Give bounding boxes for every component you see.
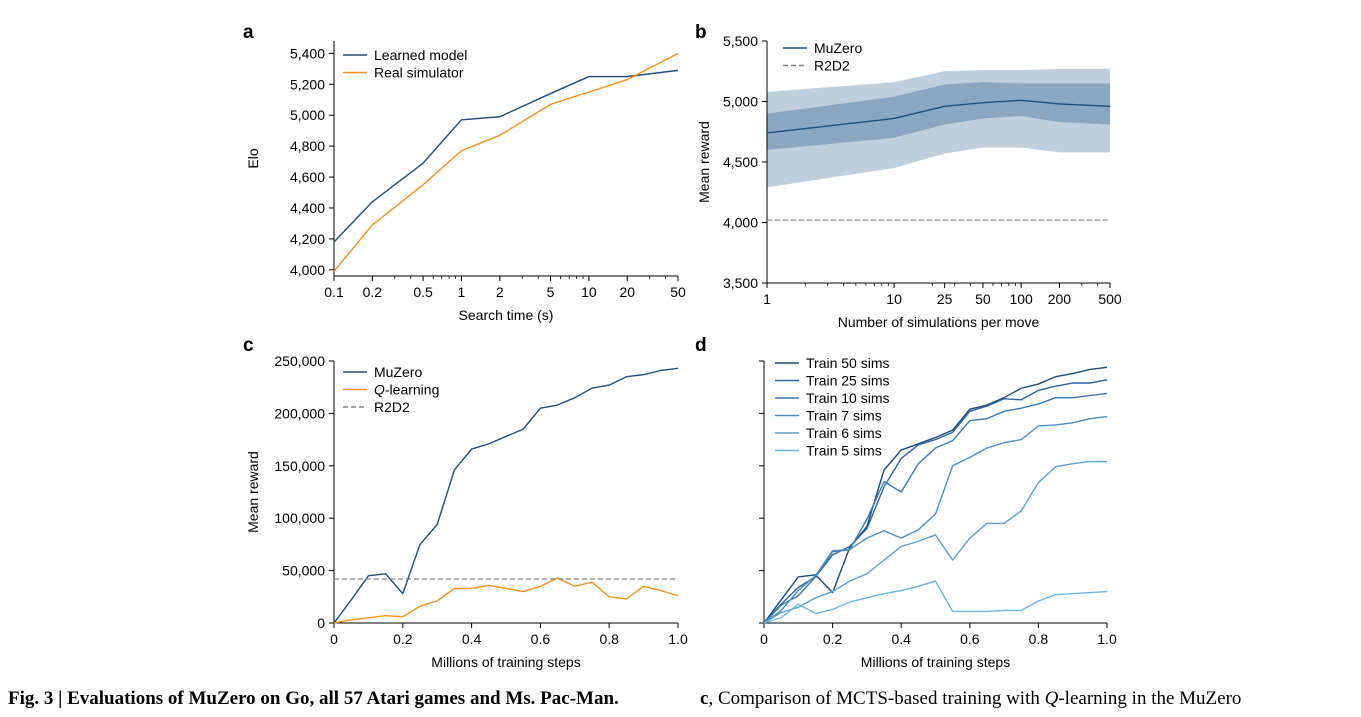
x-tick-label: 0.4 [891,631,911,647]
x-tick-label: 50 [670,284,686,300]
legend-label: MuZero [814,40,862,56]
legend-label: Train 5 sims [806,443,882,459]
x-axis-label-b: Number of simulations per move [838,314,1040,330]
x-axis-label-c: Millions of training steps [431,654,580,670]
legend-label: MuZero [374,364,422,380]
y-tick-label: 4,000 [290,262,325,278]
panel-a: a 0.1 0.2 0.5 1 2 5 10 20 50 4,000 4,200 4,400 4,600 4… [243,22,686,323]
y-tick-label: 4,800 [290,138,325,154]
y-tick-label: 4,000 [723,215,758,231]
y-tick-label: 50,000 [282,563,325,579]
x-tick-label: 200 [1048,291,1072,307]
y-tick-label: 250,000 [274,353,325,369]
x-axis-label-d: Millions of training steps [861,654,1010,670]
series-line-d-0 [763,366,1108,624]
band-inner [767,82,1110,150]
x-tick-label: 1 [458,284,466,300]
x-tick-label: 0.2 [363,284,383,300]
legend-label: Train 10 sims [806,390,890,406]
x-axis-label-a: Search time (s) [459,307,554,323]
caption-left-text: Fig. 3 | Evaluations of MuZero on Go, al… [8,688,619,709]
x-tick-label: 2 [496,284,504,300]
y-tick-label: 3,500 [723,275,758,291]
x-tick-label: 20 [619,284,635,300]
x-tick-label: 25 [937,291,953,307]
series-line-a-1 [333,52,679,272]
y-tick-label: 5,500 [723,33,758,49]
legend-label: Real simulator [374,65,464,81]
y-tick-label: 5,000 [723,94,758,110]
series-line-d-5 [763,580,1108,624]
x-tick-label: 0.4 [462,631,482,647]
y-axis-label-a: Elo [245,148,261,168]
y-tick-label: 5,200 [290,76,325,92]
legend-label: R2D2 [374,399,410,415]
y-tick-label: 0 [317,615,325,631]
caption-right-q: Q [1044,688,1059,709]
x-tick-label: 1.0 [668,631,688,647]
x-tick-label: 0.8 [599,631,619,647]
x-tick-label: 0.6 [531,631,551,647]
legend-label: Learned model [374,47,467,63]
caption-right-letter: c [700,688,709,709]
x-tick-label: 50 [975,291,991,307]
y-tick-label: 4,600 [290,169,325,185]
x-tick-label: 1 [763,291,771,307]
legend-label: Q-learning [374,382,439,398]
x-tick-label: 0.1 [324,284,344,300]
panel-letter-d: d [695,335,707,356]
caption-right-text: , Comparison of MCTS-based training with [708,688,1045,709]
series-line-b-0 [766,99,1111,134]
x-tick-label: 0.2 [393,631,413,647]
x-tick-label: 0 [760,631,768,647]
x-tick-label: 0.6 [960,631,980,647]
y-tick-label: 200,000 [274,405,325,421]
series-line-d-4 [763,460,1107,624]
series-line-a-0 [333,69,679,243]
series-line-c-0 [333,367,679,624]
panel-c: c 0 0.2 0.4 0.6 0.8 1.0 0 50,000 100,000 150,000 20… [243,335,688,670]
y-tick-label: 4,500 [723,154,758,170]
y-tick-label: 4,200 [290,231,325,247]
y-tick-label: 150,000 [274,458,325,474]
panel-b: b 1 10 25 50 100 200 500 3,500 4,000 4,500 5,000 5,5… [695,22,1122,330]
panel-letter-a: a [243,22,254,43]
panel-letter-c: c [243,335,254,356]
legend-label: R2D2 [814,58,850,74]
y-tick-label: 100,000 [274,510,325,526]
x-tick-label: 10 [886,291,902,307]
y-tick-label: 5,000 [290,107,325,123]
x-tick-label: 500 [1098,291,1122,307]
caption-left: Fig. 3 | Evaluations of MuZero on Go, al… [8,688,619,710]
x-tick-label: 10 [581,284,597,300]
x-tick-label: 0.8 [1029,631,1049,647]
y-tick-label: 5,400 [290,45,325,61]
legend-label: Train 6 sims [806,425,882,441]
x-tick-label: 1.0 [1097,631,1117,647]
y-axis-label-c: Mean reward [245,451,261,533]
legend-label: Train 50 sims [806,355,890,371]
x-tick-label: 5 [547,284,555,300]
series-line-d-3 [763,415,1108,624]
y-tick-label: 4,400 [290,200,325,216]
x-tick-label: 100 [1009,291,1033,307]
panel-d: d 0 0.2 0.4 0.6 0.8 1.0 Millions of training st… [695,335,1117,670]
legend-label: Train 7 sims [806,408,882,424]
caption-right: c, Comparison of MCTS-based training wit… [700,688,1241,710]
panel-letter-b: b [695,22,707,43]
x-tick-label: 0.5 [413,284,433,300]
caption-right-tail: -learning in the MuZero [1058,688,1242,709]
x-tick-label: 0 [330,631,338,647]
legend-label: Train 25 sims [806,373,890,389]
y-axis-label-b: Mean reward [696,121,712,203]
x-tick-label: 0.2 [823,631,843,647]
series-line-c-1 [333,577,679,624]
